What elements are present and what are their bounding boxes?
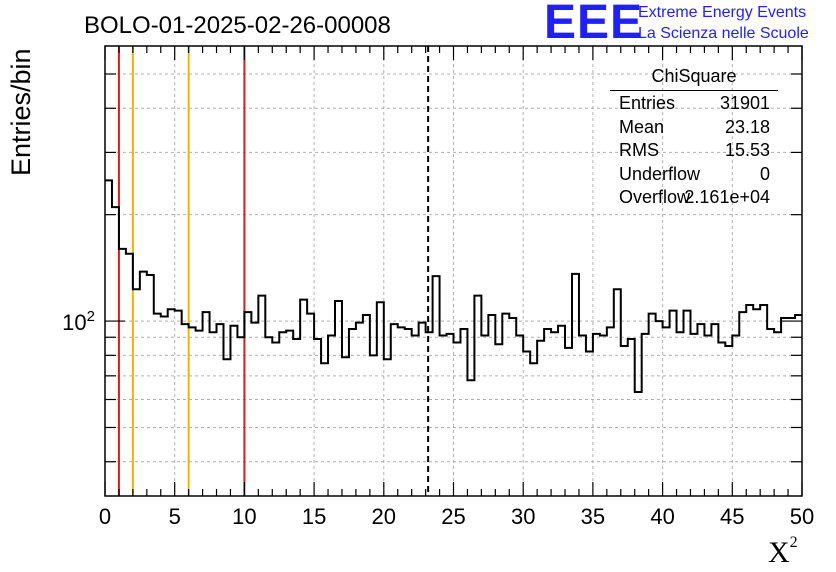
x-tick-label: 40 — [650, 504, 674, 529]
stats-key: Underflow — [619, 163, 701, 184]
y-tick-label: 102 — [62, 308, 95, 335]
stats-key: Overflow — [619, 187, 691, 207]
stats-box: ChiSquare Entries 31901 Mean 23.18 RMS 1… — [610, 66, 778, 209]
eee-logo: EEE — [544, 0, 644, 49]
stats-row-rms: RMS 15.53 — [610, 138, 778, 162]
stats-key: Mean — [619, 116, 665, 137]
y-axis-label: Entries/bin — [6, 48, 36, 176]
logo-line-2: La Scienza nelle Scuole — [638, 25, 809, 42]
stats-key: Entries — [619, 93, 676, 113]
stats-row-overflow: Overflow 2.161e+04 — [610, 185, 778, 209]
x-tick-label: 0 — [99, 504, 111, 529]
x-axis-label: X2 — [768, 534, 798, 569]
x-tick-label: 5 — [169, 504, 181, 529]
logo-line-1: Extreme Energy Events — [638, 4, 807, 21]
x-tick-label: 10 — [232, 504, 256, 529]
chart-title: BOLO-01-2025-02-26-00008 — [84, 12, 391, 39]
x-tick-label: 30 — [511, 504, 535, 529]
x-tick-label: 25 — [441, 504, 465, 529]
stats-value: 2.161e+04 — [684, 187, 770, 207]
x-tick-label: 15 — [302, 504, 326, 529]
x-tick-label: 50 — [790, 504, 814, 529]
stats-value: 0 — [759, 163, 770, 184]
stats-row-entries: Entries 31901 — [610, 91, 778, 115]
stats-value: 15.53 — [724, 140, 770, 160]
x-tick-label: 45 — [720, 504, 744, 529]
stats-key: RMS — [619, 140, 659, 160]
x-tick-label: 20 — [372, 504, 396, 529]
stats-value: 31901 — [719, 93, 770, 113]
stats-row-mean: Mean 23.18 — [610, 115, 778, 139]
stats-row-underflow: Underflow 0 — [610, 162, 778, 186]
stats-value: 23.18 — [724, 116, 770, 137]
histogram-series — [105, 179, 802, 394]
x-tick-label: 35 — [581, 504, 605, 529]
stats-box-title: ChiSquare — [610, 66, 778, 91]
